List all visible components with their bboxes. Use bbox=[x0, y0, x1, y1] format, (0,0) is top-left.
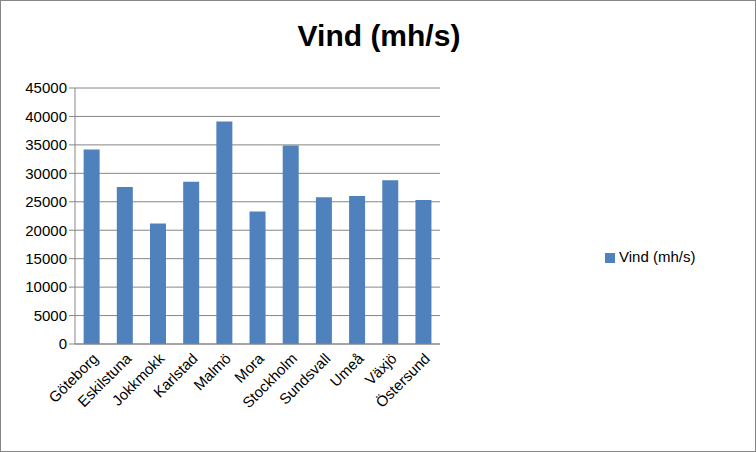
svg-text:30000: 30000 bbox=[25, 165, 67, 182]
svg-text:Eskilstuna: Eskilstuna bbox=[74, 349, 135, 410]
svg-text:Umeå: Umeå bbox=[326, 349, 367, 390]
svg-text:Sundsvall: Sundsvall bbox=[275, 350, 333, 408]
svg-text:Växjö: Växjö bbox=[361, 349, 400, 389]
html-text:Vind (mh/s): Vind (mh/s) bbox=[297, 19, 461, 52]
svg-text:10000: 10000 bbox=[25, 278, 67, 295]
svg-text:Mora: Mora bbox=[231, 349, 268, 386]
svg-text:5000: 5000 bbox=[34, 307, 67, 324]
html-text:Vind (mh/s): Vind (mh/s) bbox=[619, 248, 696, 265]
svg-text:Jokkmokk: Jokkmokk bbox=[108, 349, 168, 409]
svg-text:0: 0 bbox=[59, 335, 67, 352]
svg-text:Karlstad: Karlstad bbox=[150, 350, 201, 401]
svg-text:40000: 40000 bbox=[25, 108, 67, 125]
svg-text:Östersund: Östersund bbox=[372, 350, 433, 411]
svg-text:25000: 25000 bbox=[25, 193, 67, 210]
svg-text:Stockholm: Stockholm bbox=[238, 349, 301, 412]
svg-text:35000: 35000 bbox=[25, 136, 67, 153]
svg-text:Malmö: Malmö bbox=[190, 350, 234, 394]
svg-text:45000: 45000 bbox=[25, 79, 67, 96]
svg-text:20000: 20000 bbox=[25, 222, 67, 239]
svg-text:15000: 15000 bbox=[25, 250, 67, 267]
svg-text:Göteborg: Göteborg bbox=[45, 349, 102, 406]
